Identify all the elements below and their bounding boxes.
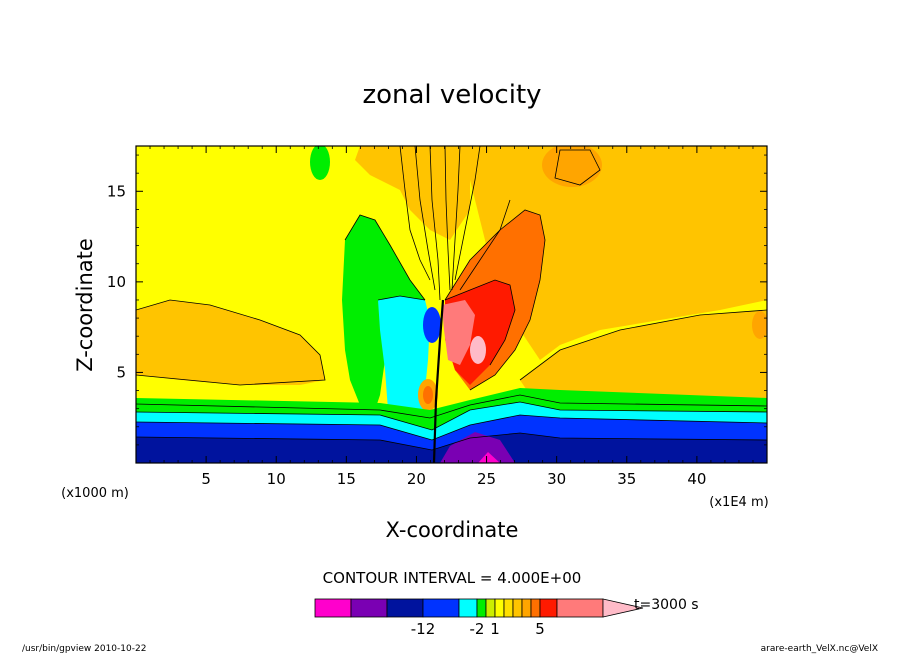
- colorbar-swatch: [530, 598, 541, 618]
- colorbar-tick-label: -2: [470, 620, 485, 638]
- colorbar-swatch: [503, 598, 514, 618]
- x-tick-label: 10: [267, 470, 286, 488]
- program-annotation: /usr/bin/gpview 2010-10-22: [22, 644, 146, 654]
- contour-region: [752, 311, 767, 339]
- contour-region: [423, 307, 441, 343]
- contour-region: [355, 146, 470, 240]
- colorbar: [314, 598, 644, 618]
- colorbar-arrow: [602, 598, 644, 618]
- colorbar-swatch: [539, 598, 558, 618]
- file-annotation: arare-earth_VelX.nc@VelX: [761, 644, 878, 654]
- colorbar-swatch: [458, 598, 478, 618]
- x-unit-right-label: (x1E4 m): [709, 495, 768, 510]
- contour-lines: [136, 146, 767, 451]
- y-tick-label: 15: [107, 182, 126, 200]
- colorbar-swatch: [494, 598, 505, 618]
- x-axis-label: X-coordinate: [386, 518, 519, 542]
- colorbar-tick-label: -12: [411, 620, 436, 638]
- colorbar-tick-label: 1: [490, 620, 500, 638]
- colorbar-swatch: [422, 598, 460, 618]
- colorbar-swatch: [556, 598, 604, 618]
- colorbar-swatch: [521, 598, 532, 618]
- contour-region: [440, 432, 515, 463]
- time-label: t=3000 s: [634, 597, 699, 613]
- plot-frame: [135, 145, 768, 464]
- contour-region: [470, 146, 767, 360]
- contour-region: [310, 146, 330, 180]
- y-axis-label: Z-coordinate: [73, 238, 97, 372]
- colorbar-swatch: [476, 598, 487, 618]
- x-tick-label: 25: [477, 470, 496, 488]
- colorbar-swatch: [350, 598, 388, 618]
- y-tick-label: 10: [107, 273, 126, 291]
- x-tick-label: 30: [547, 470, 566, 488]
- colorbar-swatch: [512, 598, 523, 618]
- y-tick-label: 5: [116, 363, 126, 381]
- x-axis: 5 10 15 20 25 30 35 40: [149, 146, 754, 488]
- colorbar-swatch: [314, 598, 352, 618]
- chart-title: zonal velocity: [362, 80, 541, 110]
- x-unit-left-label: (x1000 m): [61, 486, 129, 501]
- x-tick-label: 20: [407, 470, 426, 488]
- x-tick-label: 35: [617, 470, 636, 488]
- colorbar-swatch: [386, 598, 424, 618]
- colorbar-swatch: [485, 598, 496, 618]
- contour-region: [423, 386, 433, 404]
- contour-region: [542, 146, 602, 187]
- front-line: [432, 299, 445, 463]
- colorbar-tick-label: 5: [535, 620, 545, 638]
- contour-region: [478, 452, 500, 463]
- x-tick-label: 5: [201, 470, 211, 488]
- contour-region: [442, 300, 475, 365]
- contour-interval-label: CONTOUR INTERVAL = 4.000E+00: [323, 569, 582, 587]
- contour-field: [136, 146, 767, 463]
- contour-region: [136, 300, 325, 385]
- contour-region: [470, 336, 486, 364]
- y-axis: 5 10 15: [107, 154, 767, 446]
- colorbar-ticks: -12 -2 1 5: [411, 620, 545, 638]
- contour-region: [520, 310, 767, 400]
- x-tick-label: 15: [337, 470, 356, 488]
- x-tick-label: 40: [687, 470, 706, 488]
